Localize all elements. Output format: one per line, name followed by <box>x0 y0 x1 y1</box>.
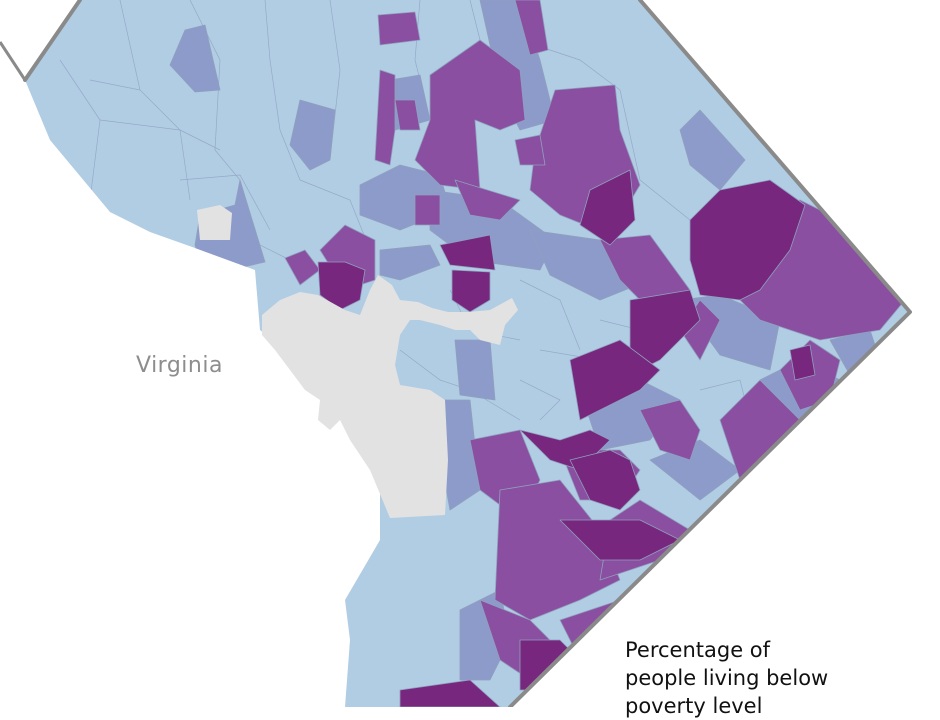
legend-title: Percentage of people living below povert… <box>625 638 829 718</box>
island-patch <box>197 205 232 240</box>
census-tracts <box>59 0 906 707</box>
virginia-label: Virginia <box>136 353 223 378</box>
district-border <box>23 0 912 707</box>
tracts-class-4 <box>317 169 816 707</box>
potomac-river <box>262 275 518 518</box>
maryland-border-edge <box>0 41 27 81</box>
